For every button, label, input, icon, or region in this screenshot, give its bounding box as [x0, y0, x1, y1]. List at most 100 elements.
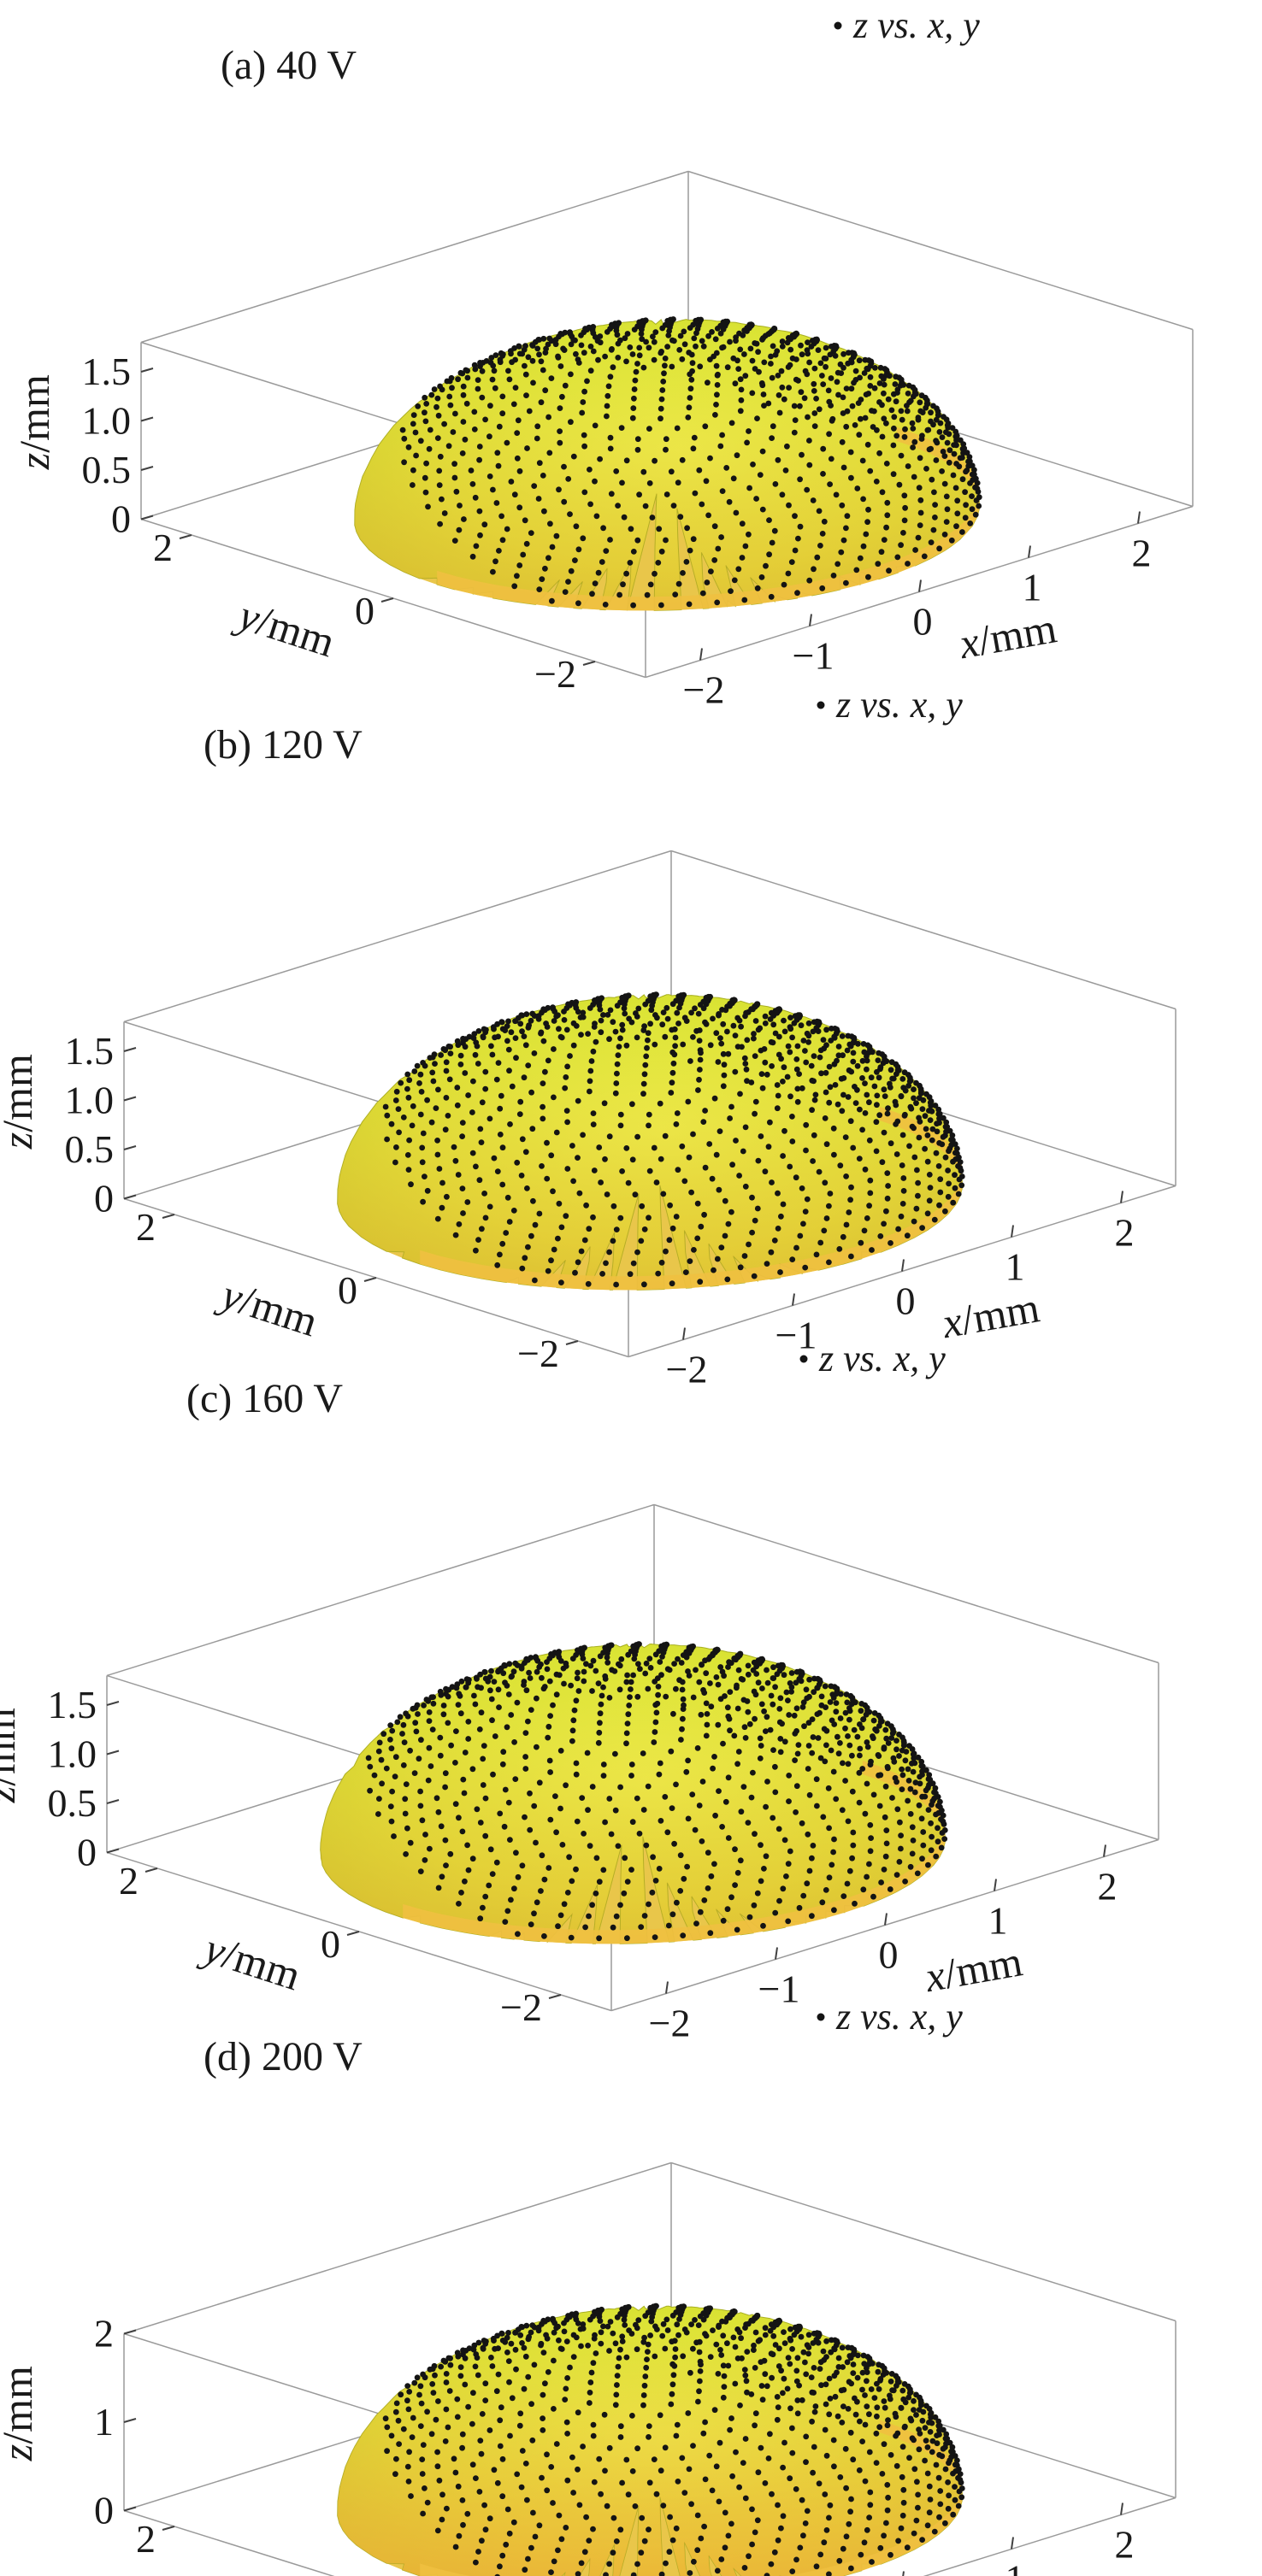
data-point — [607, 434, 614, 441]
data-point — [888, 2452, 894, 2458]
data-point — [874, 1092, 881, 1099]
data-point — [705, 512, 711, 519]
data-point — [531, 483, 538, 489]
data-point — [642, 1062, 649, 1068]
data-point — [840, 2403, 846, 2409]
data-point — [410, 467, 416, 473]
data-point — [917, 399, 923, 406]
data-point — [872, 365, 878, 371]
data-point — [959, 529, 965, 535]
data-point — [717, 1128, 723, 1134]
data-point — [531, 1803, 538, 1809]
data-point — [848, 474, 854, 481]
data-point — [762, 1013, 769, 1020]
data-point — [848, 1068, 855, 1075]
data-point — [690, 445, 697, 452]
data-point — [946, 2460, 952, 2467]
data-point — [943, 1128, 949, 1135]
data-point — [839, 502, 846, 509]
data-point — [685, 1815, 692, 1822]
data-point — [757, 1025, 764, 1032]
data-point — [797, 476, 803, 483]
data-point — [779, 491, 786, 498]
data-point — [492, 352, 499, 358]
data-point — [402, 1810, 409, 1817]
data-point — [780, 1201, 787, 1208]
data-point — [757, 472, 764, 478]
data-point — [928, 1098, 935, 1104]
data-point — [896, 1859, 903, 1865]
data-point — [405, 444, 412, 450]
data-point — [570, 453, 577, 460]
data-point — [814, 1803, 820, 1809]
data-point — [850, 1829, 857, 1836]
data-point — [827, 1191, 834, 1197]
data-point — [593, 1667, 599, 1674]
data-point — [810, 497, 817, 503]
data-point — [700, 1687, 706, 1693]
data-point — [719, 1824, 725, 1830]
data-point — [497, 1810, 504, 1817]
data-point — [702, 1108, 708, 1114]
data-point — [662, 2345, 669, 2352]
data-point — [595, 569, 602, 576]
data-point — [570, 1178, 576, 1185]
data-point — [883, 1208, 889, 1214]
data-point — [638, 331, 645, 337]
data-point — [375, 1811, 381, 1817]
data-point — [750, 2318, 756, 2324]
data-point — [866, 2449, 873, 2455]
data-point — [436, 468, 443, 474]
data-point — [900, 2499, 907, 2506]
data-point — [798, 2333, 805, 2340]
data-point — [935, 412, 941, 419]
data-point — [893, 1779, 899, 1785]
x-tick-label: 2 — [1115, 2523, 1135, 2567]
data-point — [439, 1873, 445, 1880]
data-point — [733, 1138, 739, 1144]
data-point — [794, 2410, 801, 2417]
data-point — [436, 2477, 443, 2484]
data-point — [613, 2538, 620, 2544]
data-point — [675, 2479, 681, 2485]
data-point — [714, 1256, 721, 1262]
data-point — [916, 485, 923, 491]
data-point — [713, 1030, 720, 1037]
data-point — [912, 1779, 919, 1785]
data-point — [823, 2527, 830, 2533]
data-point — [420, 1130, 427, 1137]
data-point — [781, 1028, 788, 1035]
data-point — [550, 2500, 556, 2506]
data-point — [434, 435, 441, 441]
data-point — [957, 2477, 964, 2483]
data-point — [848, 2380, 855, 2387]
data-point — [497, 2417, 504, 2424]
data-point — [793, 1809, 799, 1815]
data-point — [777, 1269, 783, 1275]
data-point — [555, 1923, 561, 1930]
data-point — [465, 2403, 471, 2410]
data-point — [471, 1031, 478, 1037]
data-point — [658, 2571, 665, 2576]
data-point — [685, 2410, 692, 2416]
data-point — [494, 2573, 500, 2576]
data-point — [781, 1127, 787, 1134]
data-point — [437, 1688, 444, 1695]
data-point — [640, 1807, 647, 1813]
data-point — [561, 2328, 568, 2335]
data-point — [787, 1015, 793, 1020]
data-point — [655, 560, 662, 566]
data-point — [822, 2426, 829, 2433]
data-point — [598, 2340, 604, 2347]
data-point — [502, 1919, 509, 1925]
data-point — [823, 1026, 829, 1033]
data-point — [769, 1179, 775, 1185]
data-point — [791, 1020, 798, 1026]
data-point — [681, 341, 688, 348]
data-point — [498, 2330, 505, 2337]
data-point — [652, 1679, 658, 1685]
data-point — [559, 393, 565, 400]
data-point — [545, 2369, 551, 2375]
data-point — [628, 1679, 634, 1685]
data-point — [660, 2320, 667, 2327]
